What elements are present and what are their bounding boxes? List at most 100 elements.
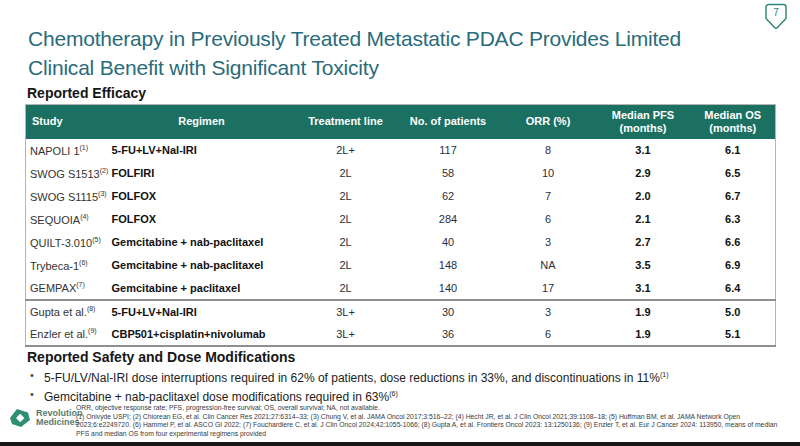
slide-title-line1: Chemotherapy in Previously Treated Metas… bbox=[28, 24, 773, 53]
median-os-cell: 6.5 bbox=[691, 162, 776, 185]
table-row: Enzler et al.(9)CBP501+cisplatin+nivolum… bbox=[26, 323, 776, 346]
patients-cell: 140 bbox=[396, 277, 501, 300]
median-pfs-cell: 2.0 bbox=[596, 185, 691, 208]
table-row: SWOG S1115(3)FOLFOX2L6272.06.7 bbox=[26, 185, 776, 208]
reference-superscript: (5) bbox=[92, 236, 101, 243]
patients-cell: 148 bbox=[396, 254, 501, 277]
median-os-cell: 6.4 bbox=[691, 277, 776, 300]
reference-superscript: (2) bbox=[100, 167, 109, 174]
patients-cell: 62 bbox=[396, 185, 501, 208]
treatment-line-cell: 2L bbox=[296, 254, 396, 277]
col-header-treatment-line: Treatment line bbox=[296, 105, 396, 139]
orr-cell: 6 bbox=[501, 323, 596, 346]
median-os-cell: 5.0 bbox=[691, 300, 776, 323]
treatment-line-cell: 2L bbox=[296, 208, 396, 231]
regimen-cell: Gemcitabine + paclitaxel bbox=[108, 277, 296, 300]
orr-cell: 8 bbox=[501, 139, 596, 162]
study-cell: SWOG S1115(3) bbox=[26, 185, 108, 208]
median-pfs-cell: 2.1 bbox=[596, 208, 691, 231]
references-text: (1) Onivyde USPI; (2) Chiorean EG, et al… bbox=[76, 413, 782, 439]
safety-bullet: Gemcitabine + nab-paclitaxel dose modifi… bbox=[30, 386, 770, 405]
table-row: NAPOLI 1(1)5-FU+LV+Nal-IRI2L+11783.16.1 bbox=[26, 139, 776, 162]
patients-cell: 40 bbox=[396, 231, 501, 254]
study-cell: QUILT-3.010(5) bbox=[26, 231, 108, 254]
reference-superscript: (6) bbox=[389, 390, 398, 397]
median-pfs-cell: 2.7 bbox=[596, 231, 691, 254]
patients-cell: 58 bbox=[396, 162, 501, 185]
table-row: Gupta et al.(8)5-FU+LV+Nal-IRI3L+3031.95… bbox=[26, 300, 776, 323]
reference-superscript: (9) bbox=[88, 327, 97, 334]
regimen-cell: Gemcitabine + nab-paclitaxel bbox=[108, 231, 296, 254]
reference-superscript: (3) bbox=[98, 190, 107, 197]
slide-accent-bar bbox=[30, 8, 116, 13]
patients-cell: 30 bbox=[396, 300, 501, 323]
median-pfs-cell: 1.9 bbox=[596, 300, 691, 323]
company-logo: Revolution Medicines bbox=[8, 407, 83, 429]
slide-title: Chemotherapy in Previously Treated Metas… bbox=[28, 24, 773, 82]
regimen-cell: FOLFIRI bbox=[108, 162, 296, 185]
median-os-cell: 6.6 bbox=[691, 231, 776, 254]
treatment-line-cell: 3L+ bbox=[296, 300, 396, 323]
treatment-line-cell: 2L bbox=[296, 185, 396, 208]
col-header-median-pfs: Median PFS (months) bbox=[596, 105, 691, 139]
median-pfs-cell: 3.5 bbox=[596, 254, 691, 277]
study-cell: NAPOLI 1(1) bbox=[26, 139, 108, 162]
table-row: Trybeca-1(6)Gemcitabine + nab-paclitaxel… bbox=[26, 254, 776, 277]
col-header-study: Study bbox=[26, 105, 108, 139]
regimen-cell: 5-FU+LV+Nal-IRI bbox=[108, 300, 296, 323]
median-pfs-cell: 2.9 bbox=[596, 162, 691, 185]
table-header-row: Study Regimen Treatment line No. of pati… bbox=[26, 105, 776, 139]
treatment-line-cell: 2L+ bbox=[296, 139, 396, 162]
col-header-orr: ORR (%) bbox=[501, 105, 596, 139]
accent-segment-green bbox=[68, 8, 116, 13]
reference-superscript: (4) bbox=[80, 213, 89, 220]
reference-superscript: (7) bbox=[76, 281, 85, 288]
regimen-cell: 5-FU+LV+Nal-IRI bbox=[108, 139, 296, 162]
median-pfs-cell: 1.9 bbox=[596, 323, 691, 346]
col-header-patients: No. of patients bbox=[396, 105, 501, 139]
col-header-regimen: Regimen bbox=[108, 105, 296, 139]
orr-cell: 3 bbox=[501, 231, 596, 254]
median-os-cell: 6.1 bbox=[691, 139, 776, 162]
table-row: QUILT-3.010(5)Gemcitabine + nab-paclitax… bbox=[26, 231, 776, 254]
study-cell: SEQUOIA(4) bbox=[26, 208, 108, 231]
study-cell: Gupta et al.(8) bbox=[26, 300, 108, 323]
slide: { "page": { "number": "7" }, "colors": {… bbox=[0, 0, 800, 446]
table-body: NAPOLI 1(1)5-FU+LV+Nal-IRI2L+11783.16.1S… bbox=[26, 139, 776, 346]
study-cell: Enzler et al.(9) bbox=[26, 323, 108, 346]
orr-cell: 3 bbox=[501, 300, 596, 323]
median-os-cell: 6.9 bbox=[691, 254, 776, 277]
reference-superscript: (1) bbox=[80, 144, 89, 151]
slide-title-line2: Clinical Benefit with Significant Toxici… bbox=[28, 53, 773, 82]
patients-cell: 36 bbox=[396, 323, 501, 346]
treatment-line-cell: 3L+ bbox=[296, 323, 396, 346]
median-os-cell: 6.3 bbox=[691, 208, 776, 231]
accent-segment-mint bbox=[30, 8, 68, 13]
patients-cell: 284 bbox=[396, 208, 501, 231]
patients-cell: 117 bbox=[396, 139, 501, 162]
orr-cell: 6 bbox=[501, 208, 596, 231]
bottom-edge-bar bbox=[0, 442, 800, 446]
regimen-cell: Gemcitabine + nab-paclitaxel bbox=[108, 254, 296, 277]
table-row: GEMPAX(7)Gemcitabine + paclitaxel2L14017… bbox=[26, 277, 776, 300]
orr-cell: NA bbox=[501, 254, 596, 277]
revolution-medicines-gem-icon bbox=[8, 407, 32, 429]
abbreviations-line: ORR, objective response rate; PFS, progr… bbox=[76, 404, 782, 413]
efficacy-table: Study Regimen Treatment line No. of pati… bbox=[25, 104, 776, 347]
regimen-cell: FOLFOX bbox=[108, 208, 296, 231]
footnotes: ORR, objective response rate; PFS, progr… bbox=[76, 404, 782, 438]
page-number: 7 bbox=[764, 7, 788, 18]
study-cell: GEMPAX(7) bbox=[26, 277, 108, 300]
reference-superscript: (6) bbox=[79, 259, 88, 266]
median-pfs-cell: 3.1 bbox=[596, 277, 691, 300]
median-pfs-cell: 3.1 bbox=[596, 139, 691, 162]
study-cell: Trybeca-1(6) bbox=[26, 254, 108, 277]
median-os-cell: 5.1 bbox=[691, 323, 776, 346]
efficacy-heading: Reported Efficacy bbox=[27, 85, 146, 101]
orr-cell: 10 bbox=[501, 162, 596, 185]
table-row: SEQUOIA(4)FOLFOX2L28462.16.3 bbox=[26, 208, 776, 231]
median-os-cell: 6.7 bbox=[691, 185, 776, 208]
study-cell: SWOG S1513(2) bbox=[26, 162, 108, 185]
treatment-line-cell: 2L bbox=[296, 231, 396, 254]
reference-superscript: (1) bbox=[660, 371, 669, 378]
